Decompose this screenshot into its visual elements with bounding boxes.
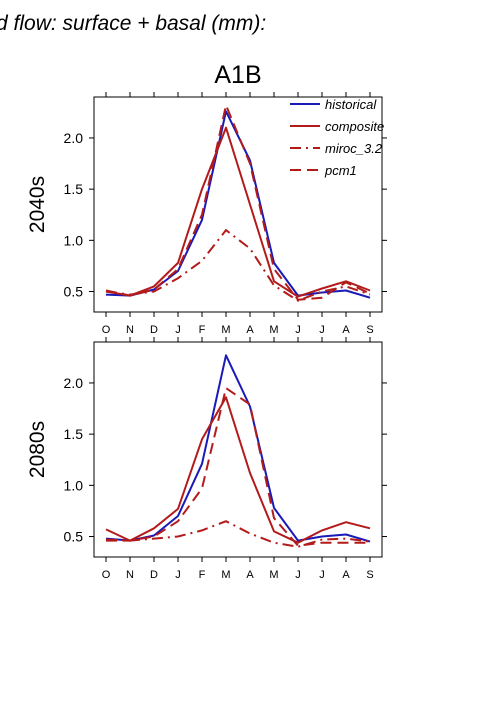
x-tick-label: A xyxy=(246,324,254,336)
plot-frame xyxy=(93,341,383,558)
legend-label: composite xyxy=(325,119,384,134)
y-tick-label: 2.0 xyxy=(64,375,84,391)
y-tick-label: 2.0 xyxy=(64,130,84,146)
series-line-historical xyxy=(105,354,371,543)
x-tick-label: A xyxy=(342,569,350,581)
series-line-pcm1 xyxy=(106,387,370,547)
x-tick-label: D xyxy=(150,569,158,581)
panels-group: O N D J F M A M J J A S 0.5 1.0 1.5 2.0 2040s A1B historic… xyxy=(26,61,387,581)
chart-panel-1: O N D J F M A M J J A S 0.5 1.0 1.5 2.0 2040s A1B historic… xyxy=(26,61,387,336)
x-tick-label: J xyxy=(295,324,301,336)
x-tick-label: A xyxy=(342,324,350,336)
x-tick-label: J xyxy=(175,569,181,581)
series-line-miroc-3-2 xyxy=(105,229,371,302)
series-line-historical xyxy=(105,110,371,299)
x-tick-label: F xyxy=(199,569,206,581)
x-tick-label: M xyxy=(221,569,230,581)
x-tick-label: N xyxy=(126,324,134,336)
x-tick-label: M xyxy=(221,324,230,336)
y-tick-label: 1.0 xyxy=(64,232,84,248)
row-label: 2080s xyxy=(26,421,49,478)
x-tick-label: M xyxy=(269,569,278,581)
legend-label: historical xyxy=(325,97,377,112)
x-tick-label: O xyxy=(102,569,111,581)
x-tick-label: N xyxy=(126,569,134,581)
scenario-title: A1B xyxy=(214,61,261,89)
figure-title: d flow: surface + basal (mm): xyxy=(0,12,266,35)
x-tick-label: S xyxy=(366,324,373,336)
legend-label: pcm1 xyxy=(324,163,357,178)
y-tick-label: 0.5 xyxy=(64,284,84,300)
y-tick-label: 0.5 xyxy=(64,529,84,545)
legend-label: miroc_3.2 xyxy=(325,141,383,156)
x-tick-label: S xyxy=(366,569,373,581)
chart-panel-2: O N D J F M A M J J A S 0.5 1.0 1.5 2.0 2080s xyxy=(26,337,387,581)
x-tick-label: O xyxy=(102,324,111,336)
row-label: 2040s xyxy=(26,176,49,233)
x-tick-label: J xyxy=(319,324,325,336)
x-tick-label: J xyxy=(295,569,301,581)
x-tick-label: D xyxy=(150,324,158,336)
x-tick-label: J xyxy=(319,569,325,581)
x-tick-label: F xyxy=(199,324,206,336)
y-tick-label: 1.0 xyxy=(64,477,84,493)
series-line-composite xyxy=(105,396,371,544)
plot-frame xyxy=(93,96,383,313)
y-tick-label: 1.5 xyxy=(64,181,84,197)
y-tick-label: 1.5 xyxy=(64,426,84,442)
x-tick-label: J xyxy=(175,324,181,336)
x-tick-label: M xyxy=(269,324,278,336)
x-tick-label: A xyxy=(246,569,254,581)
series-line-composite xyxy=(105,126,371,298)
